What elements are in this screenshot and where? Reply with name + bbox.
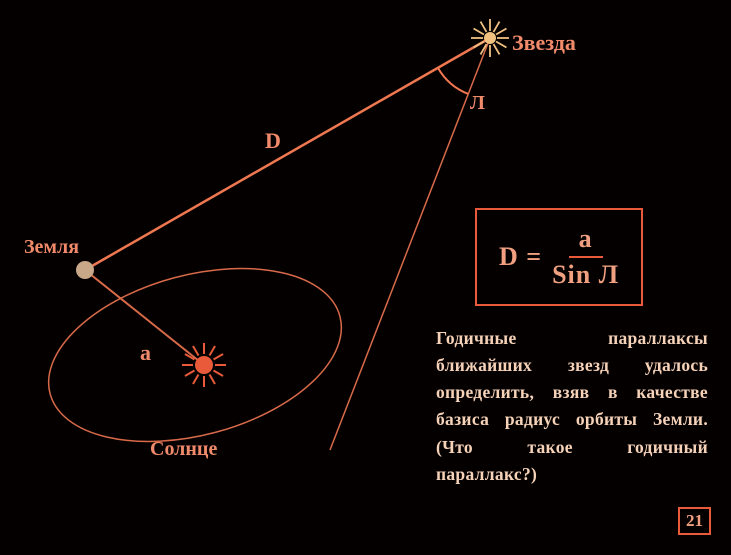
- sun-label: Солнце: [150, 438, 217, 461]
- formula-box: D = a Sin Л: [475, 208, 643, 306]
- parallax-angle-label: Л: [470, 92, 485, 115]
- star-label: Звезда: [512, 30, 576, 56]
- formula-denominator: Sin Л: [552, 258, 619, 290]
- formula-numerator: a: [569, 224, 603, 258]
- radius-a-label: a: [140, 340, 151, 366]
- slide-number: 21: [678, 507, 711, 535]
- earth-label: Земля: [24, 236, 79, 259]
- formula-lhs: D =: [499, 242, 542, 272]
- explanation-text: Годичные параллаксы ближайших звезд удал…: [436, 325, 708, 488]
- distance-D-label: D: [265, 128, 281, 154]
